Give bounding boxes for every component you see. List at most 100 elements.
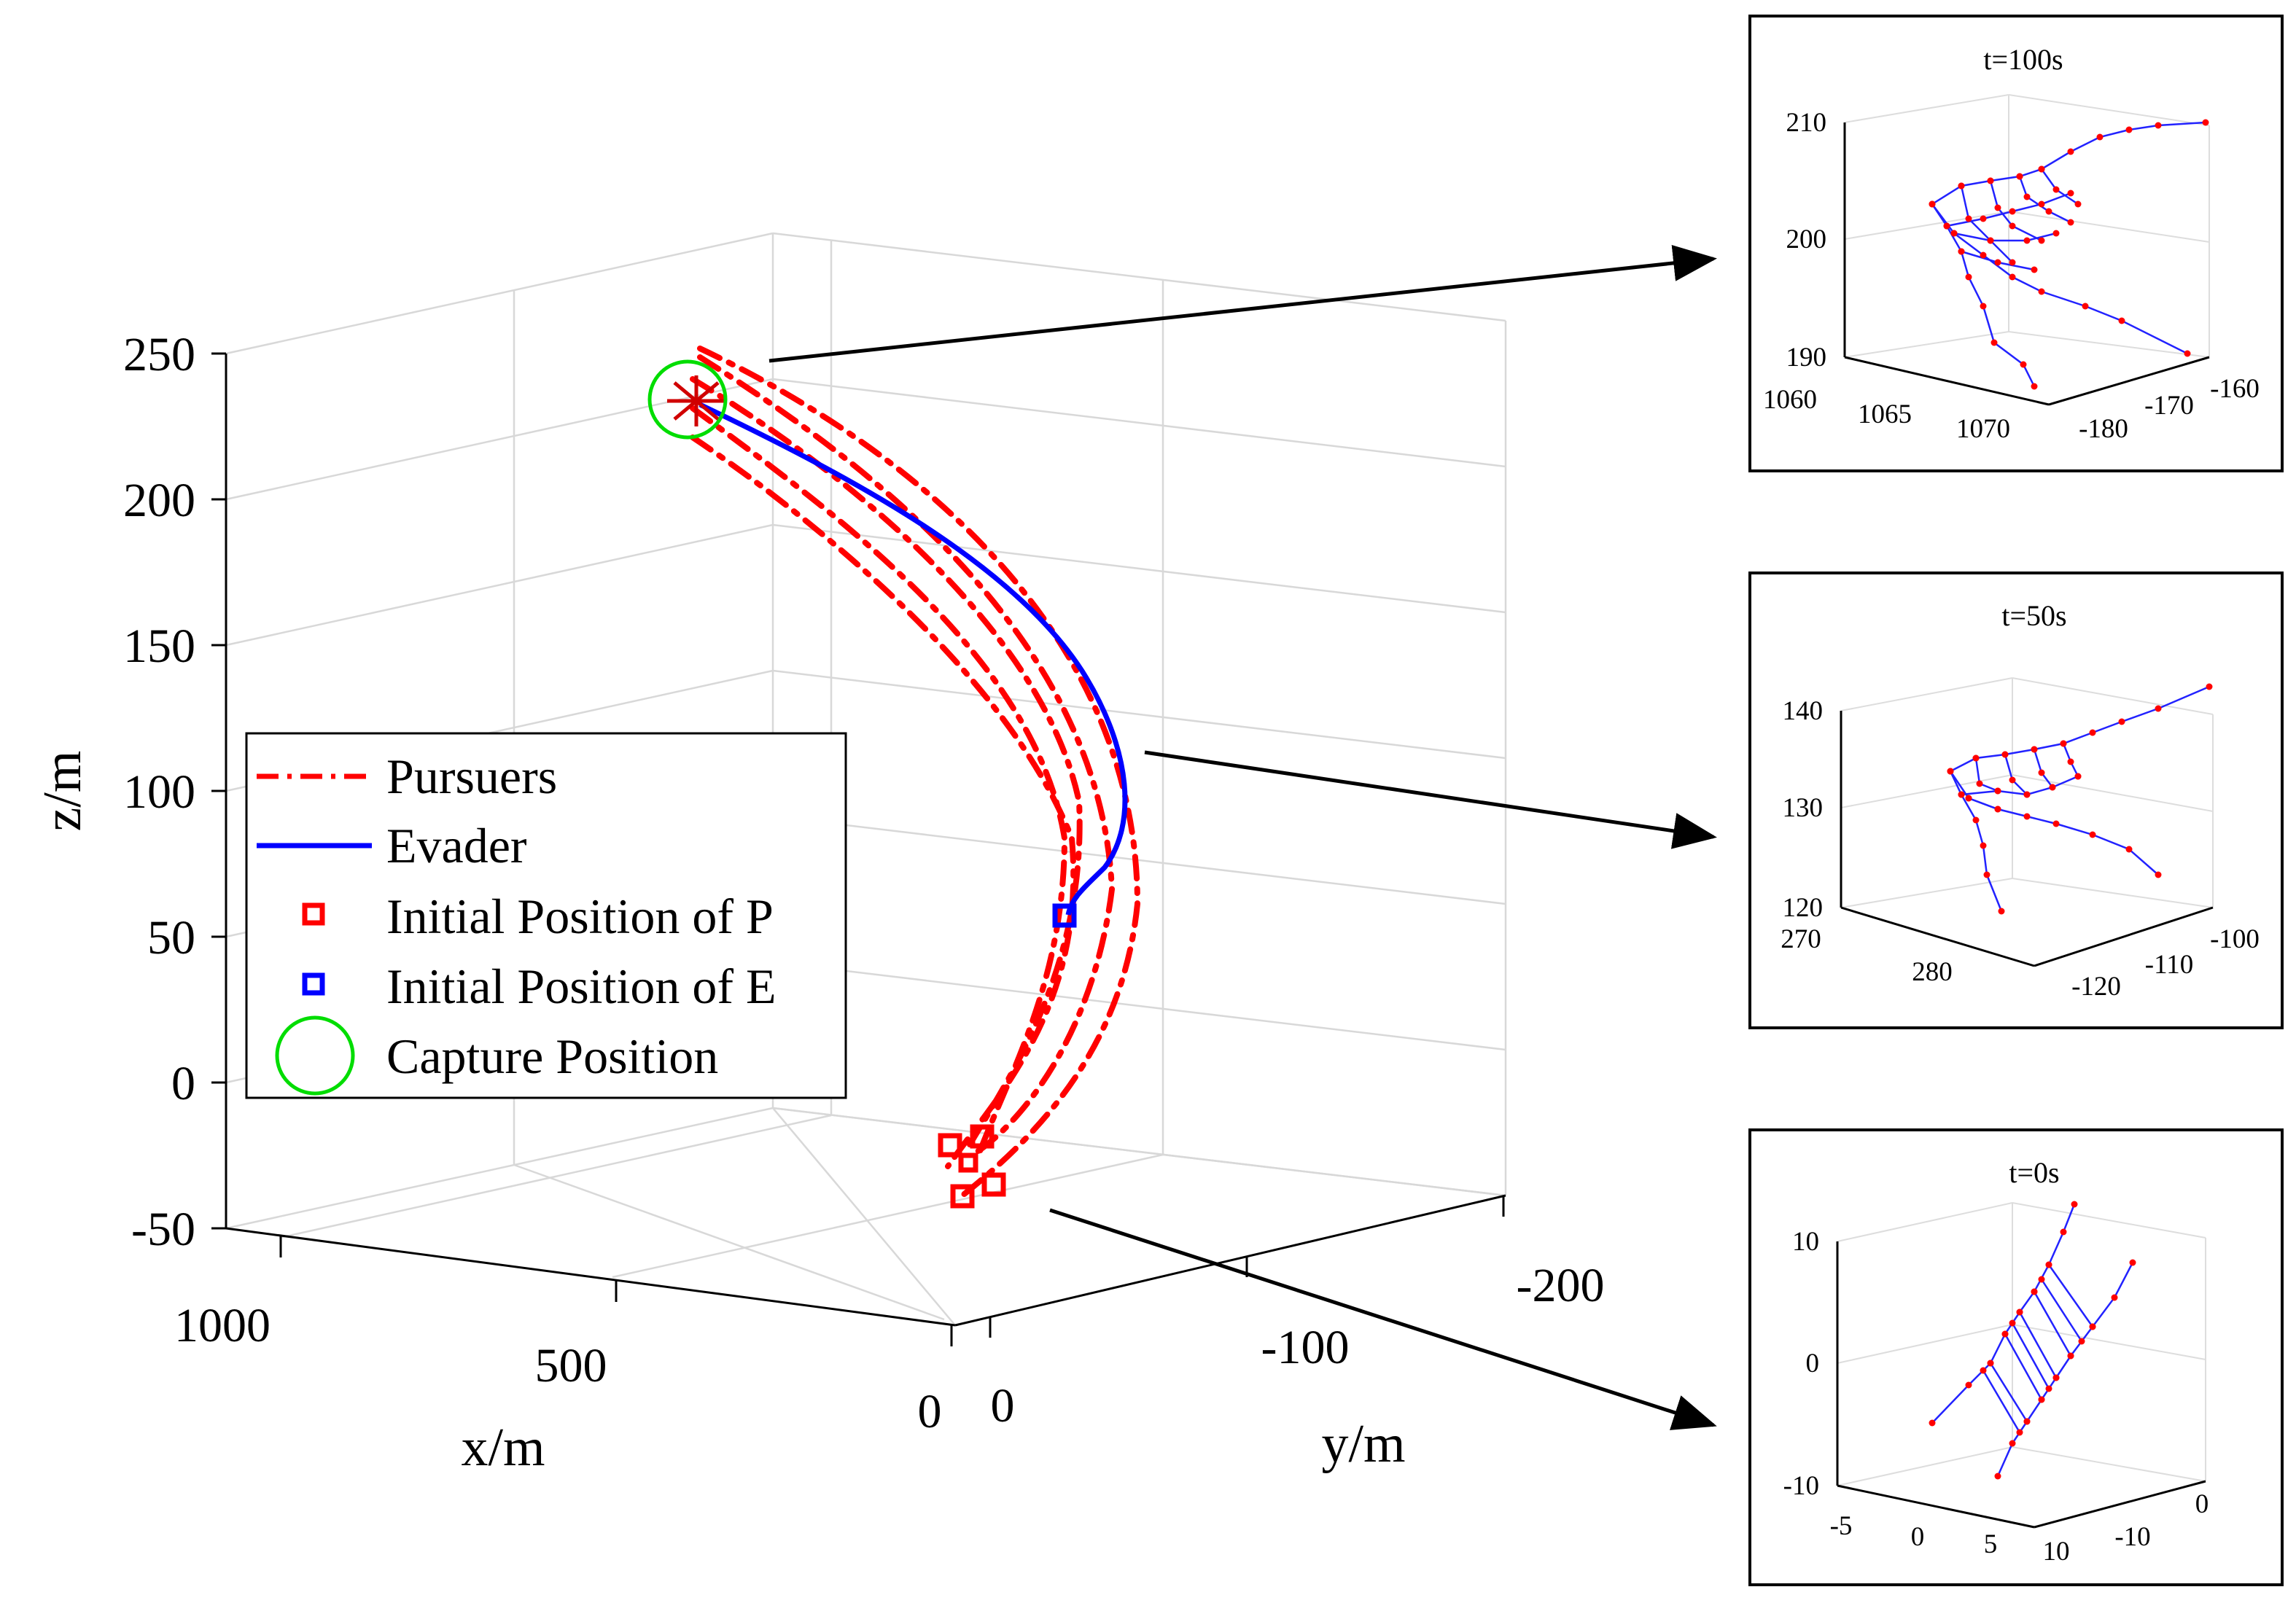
z-tick-label: 50 <box>147 911 195 964</box>
z-tick-label: 150 <box>123 620 195 673</box>
formation-node <box>2155 122 2162 129</box>
x-tick-labels: 1000 500 0 <box>174 1299 942 1438</box>
pursuer-initial-marker <box>958 1152 978 1173</box>
z-tick-label: 0 <box>171 1057 195 1110</box>
formation-node <box>2074 773 2082 780</box>
formation-node <box>1980 1367 1987 1374</box>
formation-node <box>1998 908 2005 915</box>
formation-node <box>2031 1288 2038 1295</box>
formation-node <box>1958 248 1965 255</box>
formation-node <box>2089 1323 2096 1330</box>
formation-node <box>1950 230 1958 237</box>
z-tick-label: -50 <box>131 1203 195 1256</box>
z-tick-label: 250 <box>123 328 195 381</box>
formation-node <box>1929 200 1936 208</box>
inset-x-tick: 0 <box>1911 1522 1925 1552</box>
formation-node <box>2067 1352 2074 1360</box>
formation-node <box>2060 1228 2067 1236</box>
formation-node <box>1943 222 1950 230</box>
z-tick-labels: 250 200 150 100 50 0 -50 <box>123 328 195 1256</box>
formation-node <box>1965 215 1972 222</box>
formation-node <box>2009 1440 2016 1447</box>
inset-y-tick: 0 <box>2195 1489 2209 1519</box>
formation-node <box>2096 133 2104 141</box>
legend-label-pursuers: Pursuers <box>386 749 557 804</box>
formation-node <box>1994 259 2001 266</box>
pursuer-initial-markers <box>938 1124 1006 1209</box>
formation-node <box>2052 230 2060 237</box>
legend-swatch-initial-p <box>302 902 325 926</box>
formation-node <box>2125 846 2133 853</box>
formation-node <box>2009 259 2016 266</box>
inset-frame <box>1748 1128 2284 1586</box>
formation-node <box>2060 740 2067 747</box>
callout-arrow-t50 <box>1144 750 1717 849</box>
pursuer-initial-marker <box>938 1133 962 1158</box>
x-axis-label: x/m <box>461 1418 545 1478</box>
formation-node <box>2023 1418 2031 1425</box>
legend-label-evader: Evader <box>386 818 527 873</box>
formation-node <box>1987 1360 1994 1367</box>
formation-node <box>1994 787 2001 795</box>
formation-node <box>1965 273 1972 281</box>
formation-node <box>1972 754 1980 762</box>
formation-node <box>2009 222 2016 230</box>
formation-node <box>1980 303 1987 310</box>
inset-z-tick: 200 <box>1786 225 1827 254</box>
inset-y-tick: -180 <box>2079 414 2128 444</box>
formation-node <box>1965 795 1972 802</box>
y-tick-label: 0 <box>991 1379 1015 1432</box>
formation-node <box>2038 769 2045 776</box>
formation-node <box>2038 237 2045 244</box>
legend-label-initial-e: Initial Position of E <box>386 959 777 1014</box>
pursuer-trajectory <box>697 354 1116 1155</box>
inset-z-tick: 130 <box>1783 793 1824 823</box>
z-axis-label: z/m <box>33 751 93 832</box>
inset-x-tick: 280 <box>1912 957 1953 987</box>
formation-node <box>2074 200 2082 208</box>
formation-node <box>2009 208 2016 215</box>
formation-node <box>2023 813 2031 820</box>
inset-y-tick: -110 <box>2145 950 2193 980</box>
formation-node <box>2001 751 2009 758</box>
main-axes <box>211 352 1506 1346</box>
formation-node <box>2052 1374 2060 1381</box>
formation-node <box>2038 1276 2045 1283</box>
inset-x-tick: -5 <box>1830 1511 1853 1541</box>
evader-trajectory <box>698 402 1128 916</box>
inset-title: t=0s <box>2009 1156 2059 1189</box>
formation-node <box>2082 303 2089 310</box>
x-tick-label: 0 <box>918 1385 942 1438</box>
formation-node <box>2020 361 2027 368</box>
formation-node <box>2052 186 2060 193</box>
formation-node <box>2118 317 2125 324</box>
formation-node <box>2009 1319 2016 1327</box>
inset-title: t=50s <box>2001 599 2066 632</box>
formation-node <box>1980 215 1987 222</box>
formation-node <box>2067 190 2074 197</box>
formation-node <box>1987 177 1994 184</box>
formation-node <box>1929 1419 1936 1427</box>
inset-z-tick: 190 <box>1786 343 1827 373</box>
formation-node <box>2118 718 2125 725</box>
y-tick-label: -200 <box>1517 1259 1605 1312</box>
inset-frame <box>1748 15 2284 472</box>
formation-node <box>2031 746 2038 753</box>
y-tick-labels: -200 -100 0 <box>991 1259 1605 1432</box>
legend-label-capture: Capture Position <box>386 1029 718 1084</box>
pursuer-trajectory <box>690 405 1068 1162</box>
formation-node-dots <box>1929 119 2213 1480</box>
formation-node <box>1958 791 1965 798</box>
formation-node <box>2155 705 2162 712</box>
formation-node <box>2078 1338 2085 1345</box>
callout-arrow-t0 <box>1049 1208 1717 1430</box>
inset-t50: t=50s 140 130 120 270 280 -120 -110 -100 <box>1748 572 2284 1029</box>
legend-swatch-capture <box>275 1015 355 1096</box>
formation-node <box>2009 776 2016 784</box>
inset-x-tick: 1065 <box>1858 399 1912 429</box>
inset-z-tick: 140 <box>1783 696 1824 726</box>
formation-node <box>2089 729 2096 736</box>
formation-mesh-t0 <box>1931 1204 2134 1477</box>
formation-node <box>2031 266 2038 273</box>
